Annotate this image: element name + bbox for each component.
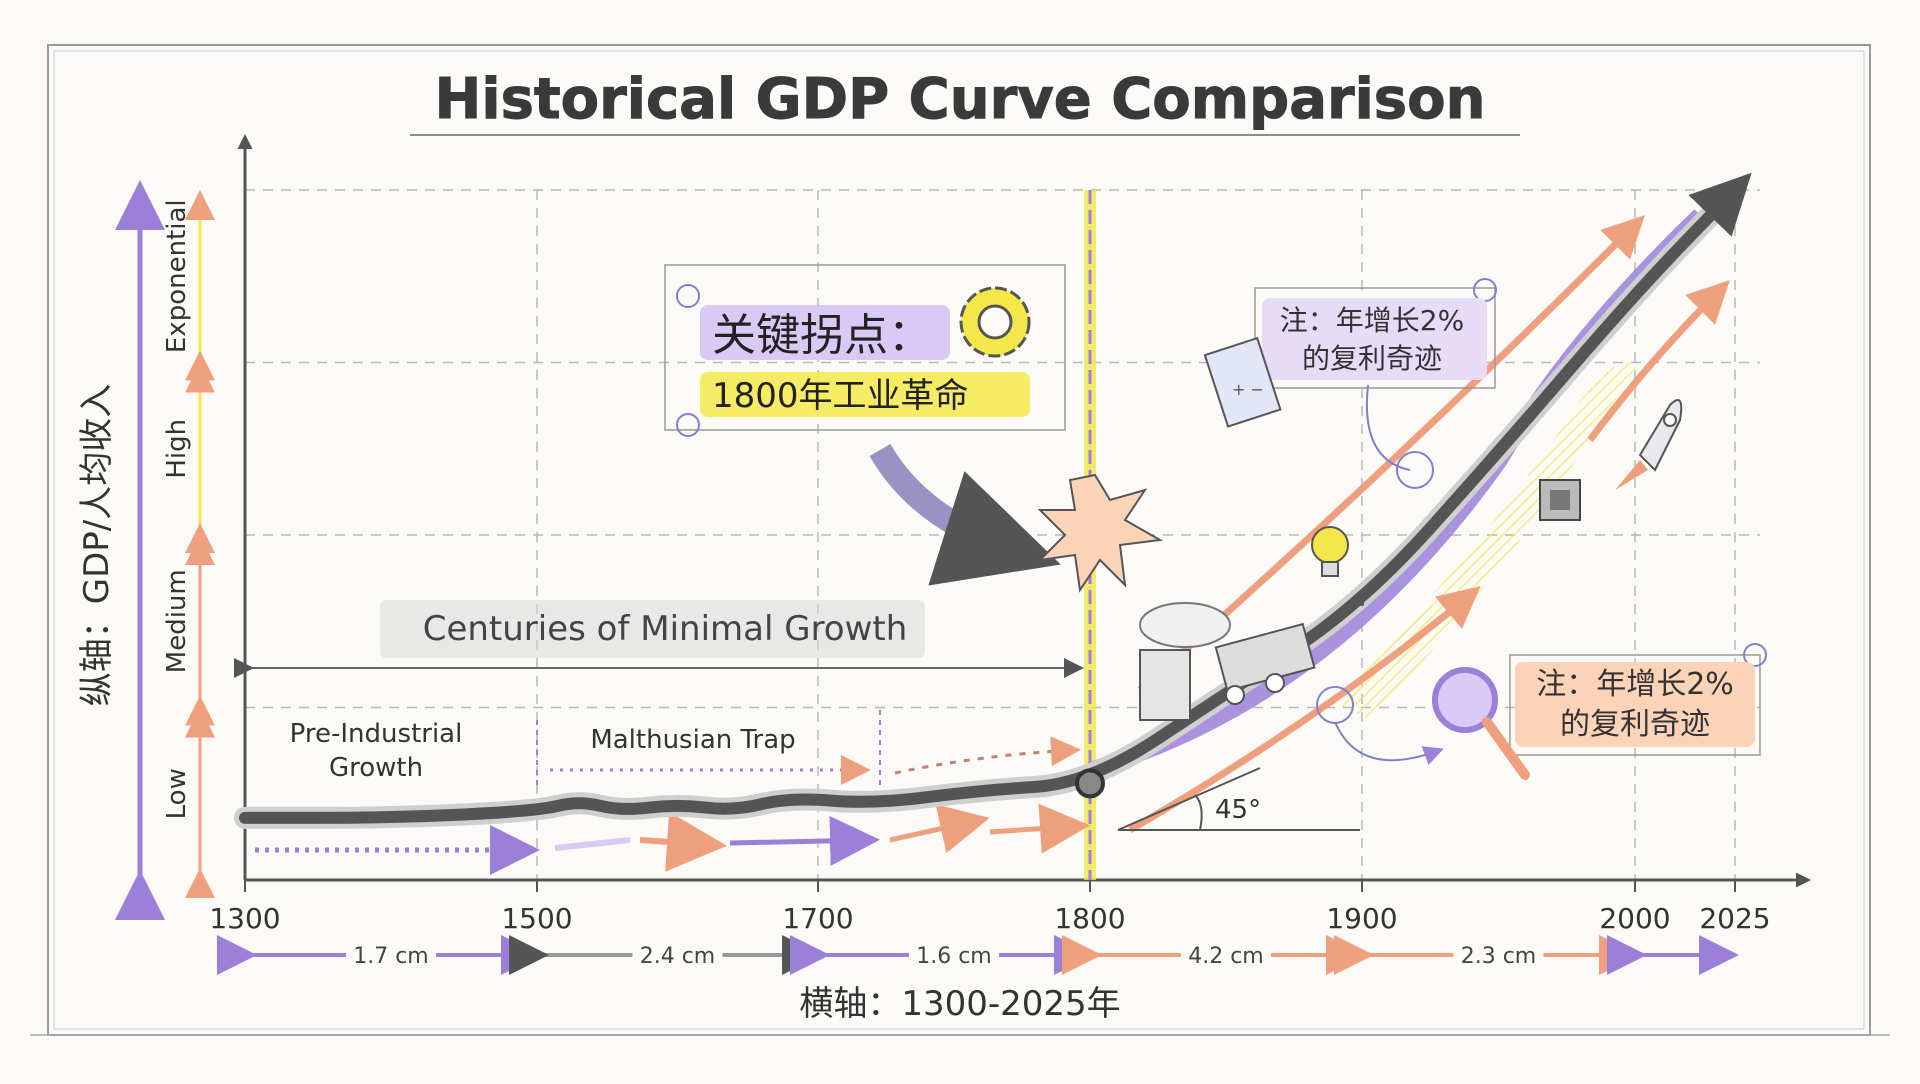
data-point (389, 815, 393, 820)
segment-label-0: 1.7 cm (353, 944, 429, 969)
data-point (787, 795, 792, 800)
data-point (870, 802, 875, 807)
magnifier-icon (1432, 667, 1530, 780)
note1-line2: 的复利奇迹 (1302, 342, 1442, 375)
data-point (1733, 188, 1737, 192)
x-tick-label-1500: 1500 (501, 902, 572, 935)
lightbulb-icon (1311, 526, 1349, 577)
lower-peach-arrow (1128, 586, 1481, 834)
x-tick-label-2025: 2025 (1699, 902, 1770, 935)
gear-icon (959, 286, 1031, 358)
right-peach-arrow (1587, 280, 1730, 443)
band-label-medium: Medium (162, 569, 192, 673)
note2-line1: 注：年增长2% (1536, 667, 1734, 702)
series-line-0 (239, 172, 1752, 824)
note-box-2: 注：年增长2% 的复利奇迹 (1316, 643, 1767, 780)
data-point (535, 809, 539, 813)
turning-point-callout: 关键拐点： 1800年工业革命 (664, 264, 1164, 593)
band-label-exponential: Exponential (162, 199, 192, 353)
y-level-bands: Low Medium High Exponential (115, 180, 215, 920)
note2-line2: 的复利奇迹 (1560, 707, 1710, 742)
gdp-series (234, 172, 1752, 829)
segment-label-1: 2.4 cm (640, 944, 716, 969)
segment-label-2: 1.6 cm (916, 944, 992, 969)
segment-measures: 1.7 cm 2.4 cm 1.6 cm 4.2 cm 2.3 cm (217, 935, 1739, 975)
explosion-icon (1037, 473, 1164, 593)
band-label-low: Low (162, 768, 192, 819)
band-label-high: High (162, 419, 192, 479)
rocket-icon (1615, 399, 1683, 490)
turning-point-subtitle: 1800年工业革命 (712, 376, 969, 416)
note1-line1: 注：年增长2% (1280, 304, 1464, 337)
segment-label-4: 2.3 cm (1461, 944, 1537, 969)
data-point (243, 815, 247, 820)
angle-label: 45° (1215, 795, 1261, 825)
pre-industrial-label-line2: Growth (329, 753, 423, 783)
callout-curved-arrow (869, 443, 1061, 586)
malthusian-label: Malthusian Trap (590, 725, 795, 755)
pre-industrial-label-line1: Pre-Industrial (290, 719, 463, 749)
segment-label-3: 4.2 cm (1188, 944, 1264, 969)
train-factory-icon (1139, 602, 1316, 721)
data-point (731, 809, 736, 813)
x-tick-label-1800: 1800 (1054, 902, 1125, 935)
y-axis-label: 纵轴：GDP/人均收入 (77, 384, 117, 707)
data-point (979, 788, 984, 793)
data-point (675, 802, 680, 807)
calculator-scroll-icon: + − (1203, 336, 1282, 428)
data-point (1496, 450, 1501, 455)
minimal-growth-annotation: Centuries of Minimal Growth (234, 600, 1084, 678)
minimal-growth-label: Centuries of Minimal Growth (423, 609, 908, 649)
title-group: Historical GDP Curve Comparison (410, 67, 1520, 136)
data-point (1633, 291, 1637, 296)
x-tick-label-1700: 1700 (782, 902, 853, 935)
sketch-frame (30, 44, 1890, 1036)
x-axis-label: 横轴：1300-2025年 (799, 984, 1120, 1024)
x-tick-label-1900: 1900 (1326, 902, 1397, 935)
data-point (1360, 602, 1364, 606)
x-ticks: 1300 1500 1700 1800 1900 2000 2025 (209, 880, 1771, 935)
x-tick-label-1300: 1300 (209, 902, 280, 935)
growth-highlight-band (1330, 360, 1640, 720)
turning-point-marker (1075, 768, 1105, 799)
turning-point-title: 关键拐点： (712, 310, 932, 361)
chip-icon (1539, 479, 1581, 521)
axes (237, 134, 1811, 888)
data-point (619, 809, 624, 813)
data-point (577, 798, 582, 803)
svg-text:+ −: + − (1232, 380, 1264, 399)
x-tick-label-2000: 2000 (1599, 902, 1670, 935)
angle-annotation: 45° (1117, 767, 1360, 831)
note-box-1: 注：年增长2% 的复利奇迹 + − (1203, 278, 1497, 489)
chart-title: Historical GDP Curve Comparison (435, 67, 1486, 132)
pre-turn-dotted-arrow (894, 736, 1081, 775)
baseline-flow-arrows (255, 803, 1090, 875)
